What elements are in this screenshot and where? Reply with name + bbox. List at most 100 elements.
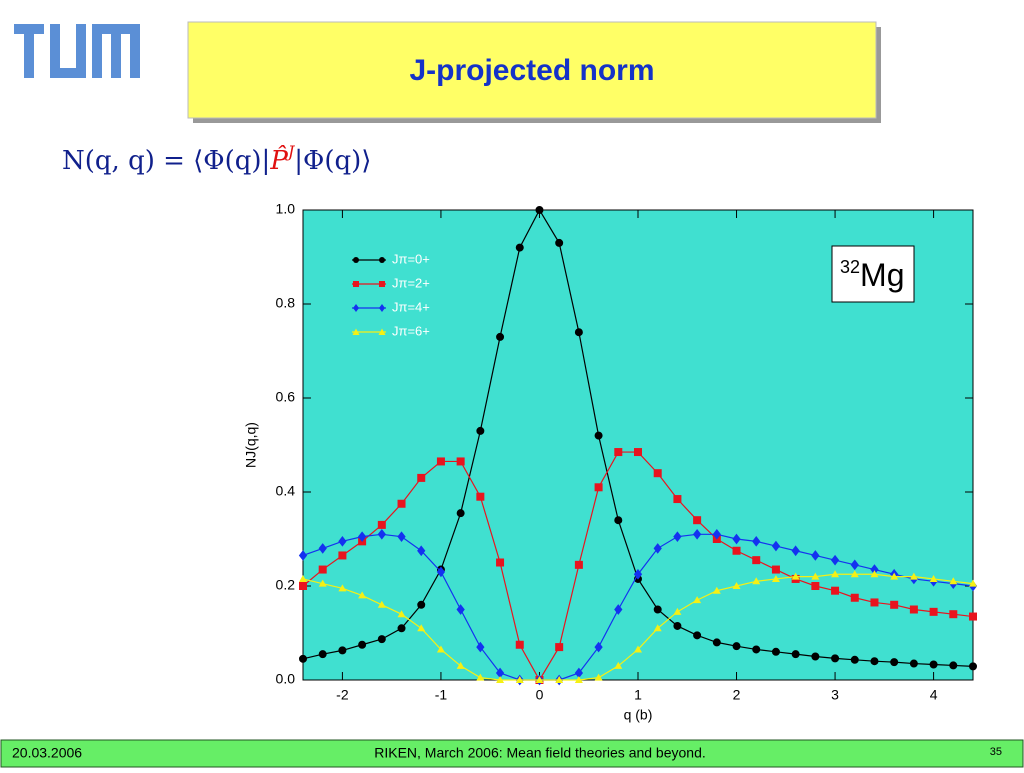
data-point [712,586,721,594]
data-point [298,550,308,561]
data-point [830,554,840,566]
formula: N(q, q) = ⟨Φ(q)|P̂J|Φ(q)⟩ [62,142,371,177]
data-point [673,495,682,504]
data-point [791,650,800,659]
data-point [377,600,386,608]
data-point [496,332,505,341]
y-axis-label: NJ(q,q) [243,422,259,468]
annotation-box [831,245,915,303]
data-point [594,673,603,681]
data-point [614,448,623,457]
data-point [811,652,820,661]
data-point [299,574,307,582]
data-point [358,640,367,649]
data-point [574,560,583,569]
data-point [338,536,347,547]
data-point [515,243,524,252]
data-point [555,238,564,247]
data-point [358,591,367,599]
data-point [771,540,781,552]
x-tick-label: -1 [435,687,448,703]
data-point [949,610,958,619]
data-point [653,543,662,554]
data-point [594,483,603,492]
data-point [791,545,800,557]
data-point [673,607,682,615]
x-tick-label: 0 [536,687,544,703]
data-point [771,565,780,574]
data-point [653,605,662,614]
data-point [318,543,327,554]
slide-title: J-projected norm [409,54,654,87]
data-point [397,499,406,508]
data-point [909,659,918,668]
data-point [397,610,406,618]
data-point [909,605,918,614]
legend-marker [353,304,359,312]
data-point [831,654,840,663]
data-point [791,572,800,580]
data-point [614,516,623,525]
y-tick-label: 0.2 [276,577,296,593]
data-point [692,528,702,540]
data-point [436,645,445,653]
legend-marker [379,281,385,287]
data-point [811,582,820,590]
data-point [693,596,702,604]
data-point [909,572,918,580]
y-tick-label: 0.0 [276,671,296,687]
data-point [417,600,426,609]
x-tick-label: 3 [831,687,839,703]
legend-marker [379,257,385,263]
data-point [338,646,347,655]
data-point [417,473,426,482]
data-point [890,600,899,609]
data-point [870,657,879,666]
data-point [752,536,761,547]
data-point [732,642,741,651]
data-point [732,582,741,589]
data-point [318,565,327,574]
footer-bar [0,739,1024,768]
data-point [338,584,347,592]
data-point [850,570,859,578]
y-tick-label: 0.8 [276,295,296,311]
data-point [456,604,465,615]
data-point [535,206,544,214]
data-point [436,457,445,466]
data-point [318,579,327,587]
data-point [299,654,307,663]
data-point [890,572,899,580]
footer-page: 35 [990,746,1002,758]
data-point [949,577,958,585]
data-point [870,598,879,607]
data-point [850,655,859,664]
data-point [476,673,485,681]
y-tick-label: 0.6 [276,389,296,405]
data-point [752,645,761,654]
data-point [831,570,840,578]
data-point [417,545,426,557]
data-point [929,660,938,669]
data-point [634,645,642,653]
annotation: 32Mg [840,257,904,294]
data-point [555,643,564,652]
data-point [338,551,347,560]
data-point [653,469,662,478]
legend-marker [352,328,360,335]
data-point [456,661,465,669]
data-point [377,520,386,529]
legend-label: Jπ=0+ [392,251,430,266]
data-point [594,431,603,440]
data-point [357,531,367,542]
data-point [969,612,977,621]
data-point [594,641,603,653]
data-point [890,658,899,667]
data-point [634,448,642,457]
formula-part: |Φ(q)⟩ [294,146,371,176]
data-point [299,582,307,590]
data-point [732,533,741,545]
data-point [712,638,721,647]
legend-marker [379,304,385,312]
